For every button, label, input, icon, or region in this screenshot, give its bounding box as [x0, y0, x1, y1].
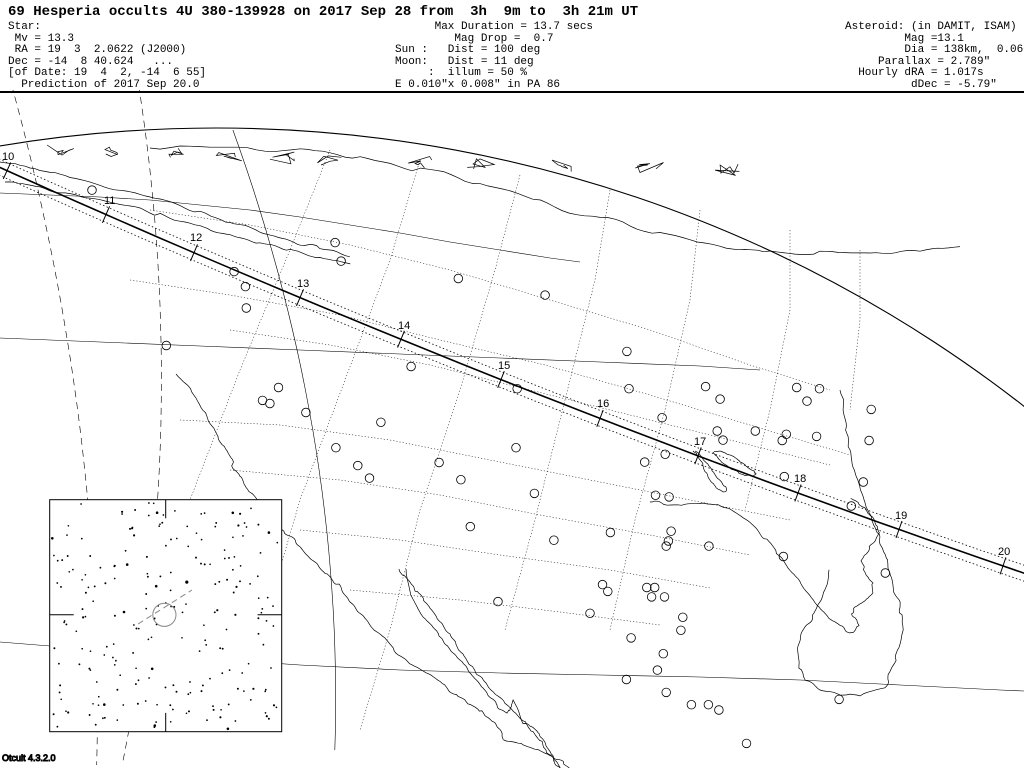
svg-text:10: 10	[2, 151, 14, 163]
svg-text:14: 14	[398, 320, 410, 332]
svg-text:20: 20	[998, 546, 1010, 558]
svg-text:15: 15	[498, 360, 510, 372]
svg-text:18: 18	[794, 473, 806, 485]
svg-text:13: 13	[297, 278, 309, 290]
svg-text:12: 12	[190, 232, 202, 244]
svg-text:19: 19	[895, 510, 907, 522]
svg-text:Otcult 4.3.2.0: Otcult 4.3.2.0	[2, 753, 56, 763]
svg-text:17: 17	[694, 436, 706, 448]
